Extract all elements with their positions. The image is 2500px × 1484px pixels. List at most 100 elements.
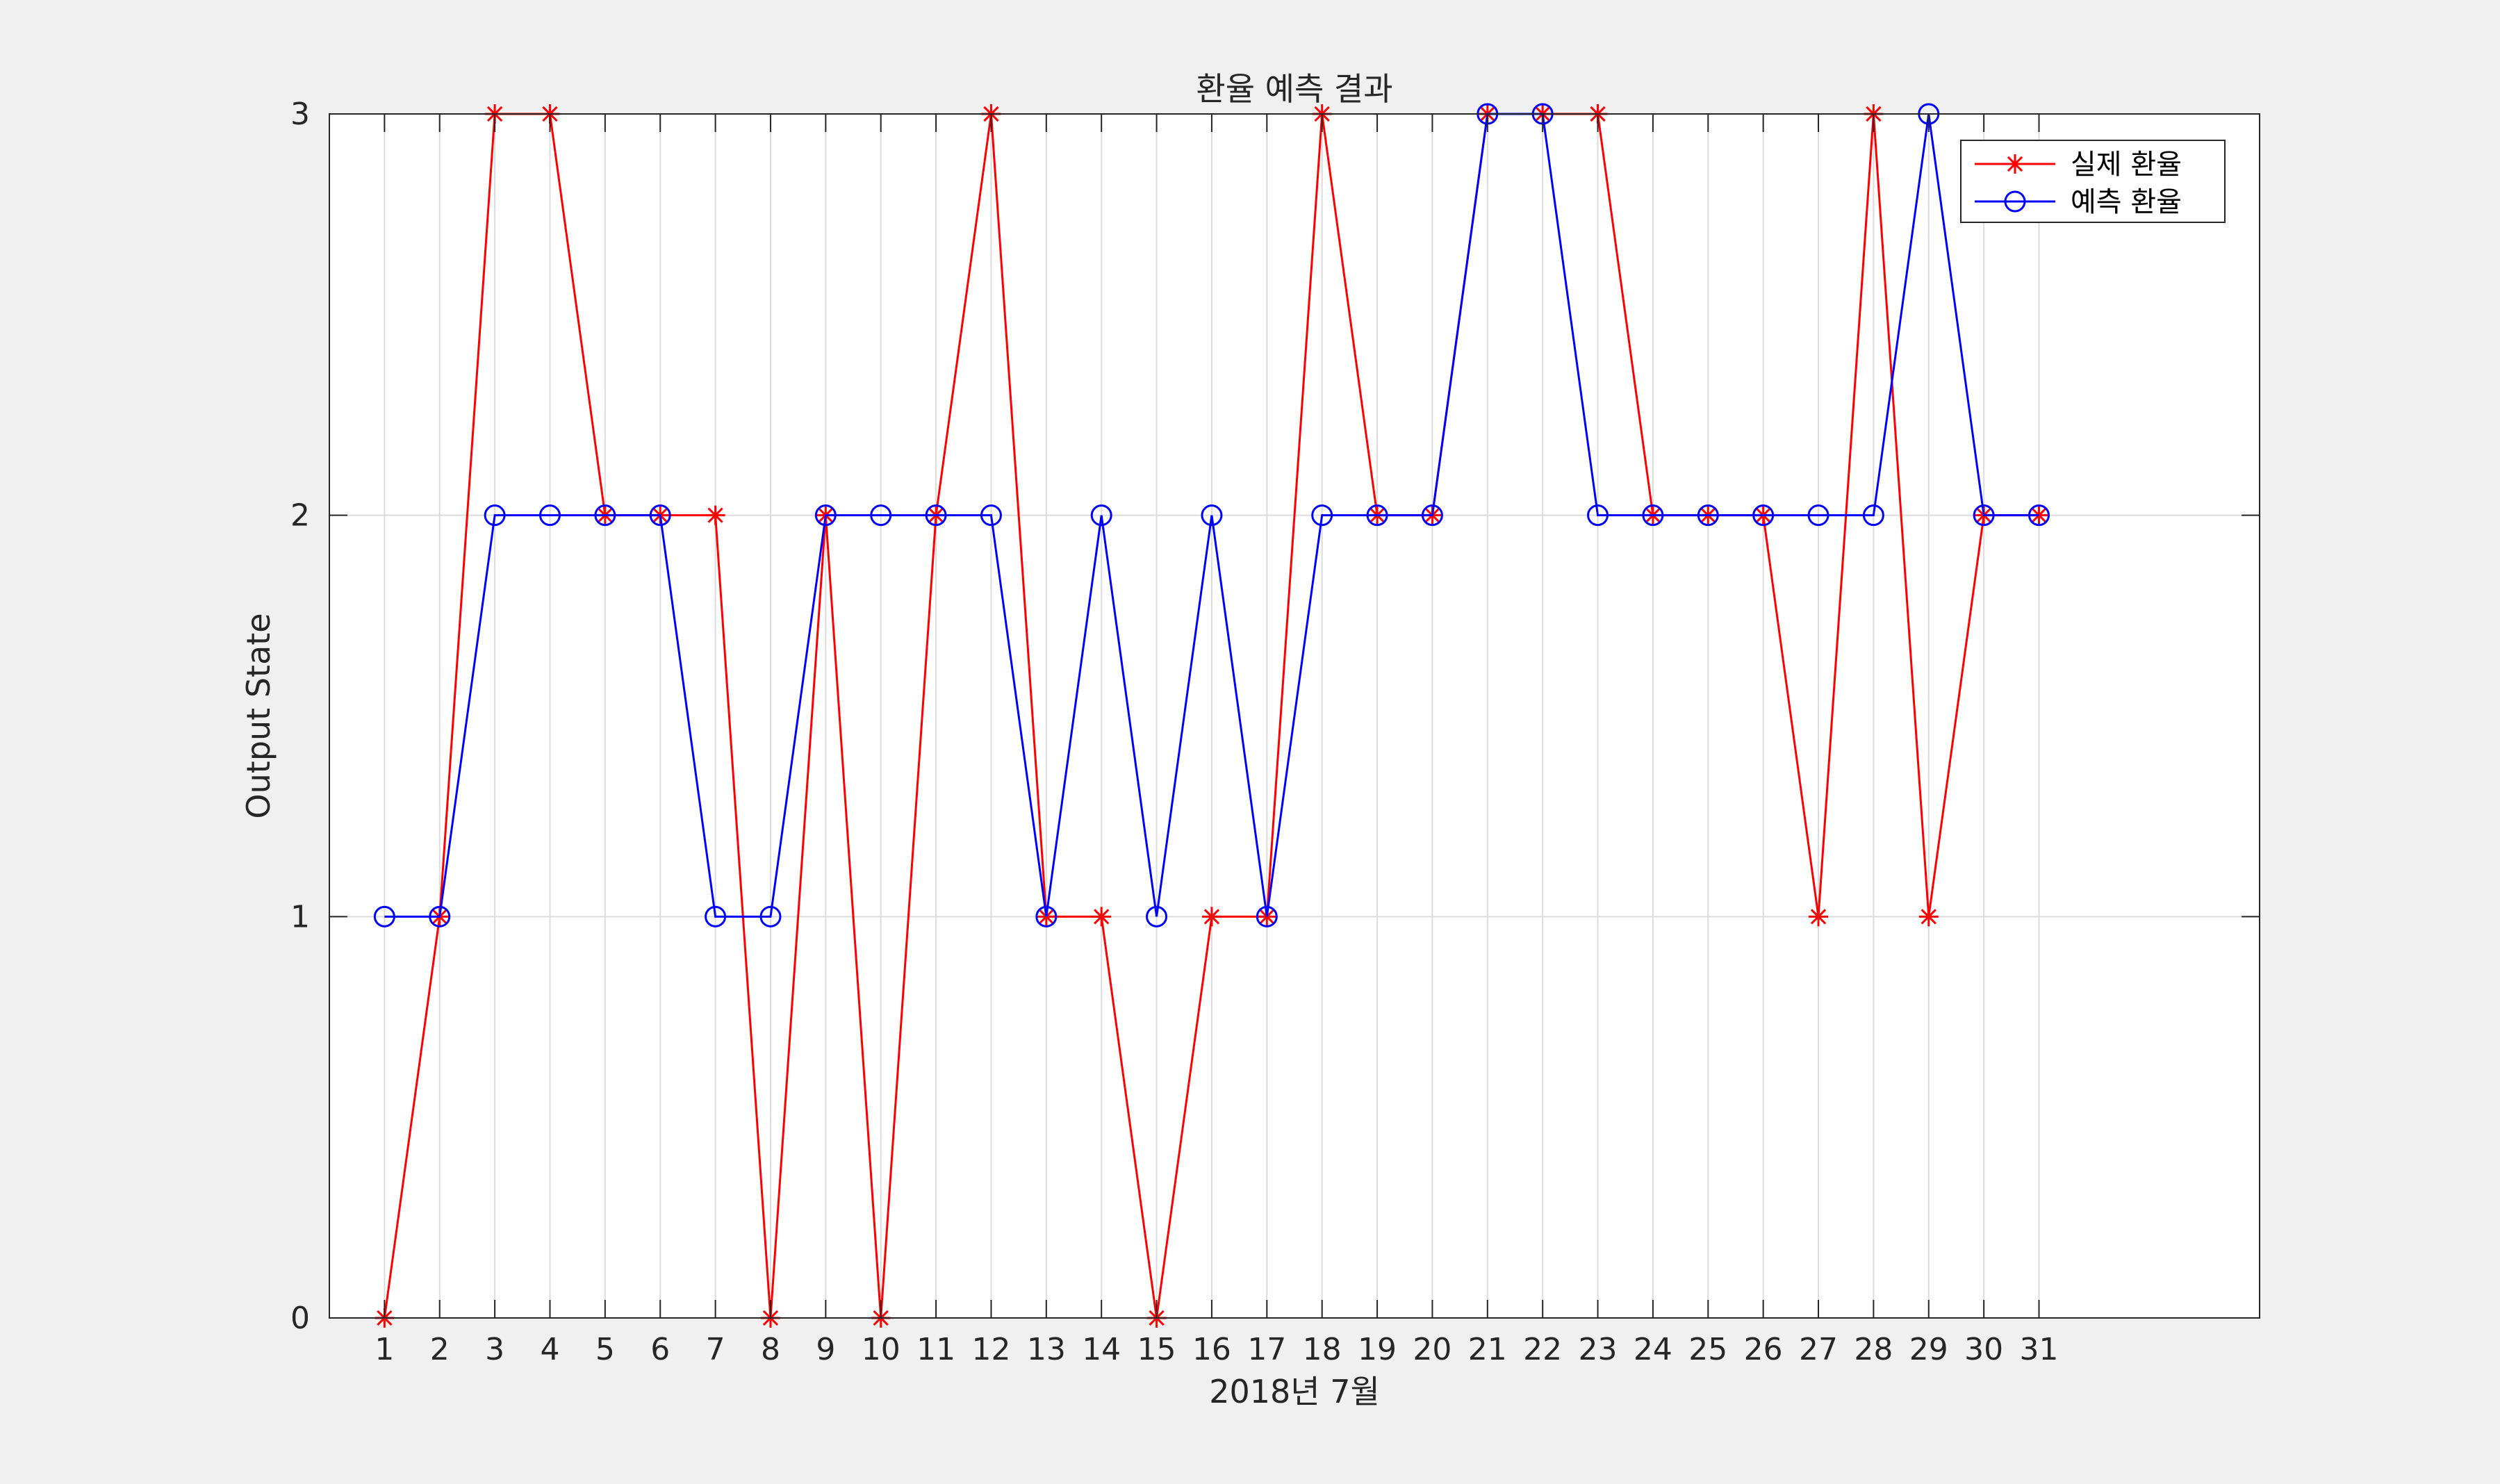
data-point-circle bbox=[1807, 504, 1829, 527]
x-tick-label: 3 bbox=[485, 1332, 504, 1367]
data-point-asterisk bbox=[705, 505, 725, 525]
legend-entry-predicted: 예측 환율 bbox=[1975, 186, 2182, 218]
circle-marker bbox=[980, 504, 1002, 527]
circle-marker bbox=[594, 504, 616, 527]
circle-marker bbox=[484, 504, 506, 527]
circle-marker bbox=[373, 905, 395, 928]
x-tick-label: 14 bbox=[1082, 1332, 1121, 1367]
data-point-circle bbox=[1201, 504, 1223, 527]
asterisk-stroke bbox=[1094, 909, 1110, 925]
legend-asterisk-marker bbox=[2005, 154, 2025, 174]
circle-marker bbox=[1090, 504, 1112, 527]
circle-marker bbox=[1256, 905, 1278, 928]
y-tick-labels: 0 1 2 3 bbox=[290, 97, 310, 1336]
legend-box bbox=[1960, 140, 2226, 223]
asterisk-stroke bbox=[1810, 909, 1827, 925]
x-tick-label: 23 bbox=[1579, 1332, 1618, 1367]
x-tick-label: 4 bbox=[540, 1332, 559, 1367]
circle-marker bbox=[870, 504, 892, 527]
x-tick-label: 12 bbox=[971, 1332, 1010, 1367]
y-tick-label: 2 bbox=[290, 498, 310, 534]
data-point-asterisk bbox=[1092, 907, 1112, 927]
data-point-circle bbox=[1587, 504, 1609, 527]
x-tick-label: 21 bbox=[1468, 1332, 1507, 1367]
x-tick-label: 1 bbox=[375, 1332, 394, 1367]
data-point-circle bbox=[1642, 504, 1664, 527]
x-tick-label: 15 bbox=[1137, 1332, 1176, 1367]
x-tick-label: 25 bbox=[1688, 1332, 1727, 1367]
data-point-circle bbox=[1311, 504, 1333, 527]
data-point-circle bbox=[1973, 504, 1995, 527]
data-point-circle bbox=[1256, 905, 1278, 928]
legend-label-predicted: 예측 환율 bbox=[2071, 186, 2182, 218]
x-tick-label: 9 bbox=[816, 1332, 835, 1367]
axes-box bbox=[329, 113, 2260, 1319]
y-axis-label: Output State bbox=[240, 613, 277, 818]
circle-marker bbox=[1587, 504, 1609, 527]
circle-marker bbox=[649, 504, 671, 527]
data-point-circle bbox=[925, 504, 947, 527]
x-tick-label: 28 bbox=[1854, 1332, 1893, 1367]
x-tick-labels: 1 2 3 4 5 6 7 8 9 10 11 12 13 14 15 16 17 18 19 20 21 22 23 24 2… bbox=[375, 1332, 2058, 1367]
series-line bbox=[384, 113, 2039, 918]
x-tick-label: 17 bbox=[1247, 1332, 1286, 1367]
asterisk-stroke bbox=[2007, 156, 2023, 172]
series-predicted bbox=[373, 103, 2050, 928]
x-tick-label: 13 bbox=[1027, 1332, 1066, 1367]
circle-marker bbox=[814, 504, 837, 527]
x-tick-label: 30 bbox=[1964, 1332, 2003, 1367]
circle-marker bbox=[1752, 504, 1775, 527]
data-point-circle bbox=[1697, 504, 1719, 527]
circle-marker bbox=[538, 504, 561, 527]
circle-marker bbox=[1146, 905, 1168, 928]
data-point-circle bbox=[759, 905, 782, 928]
data-point-asterisk bbox=[1201, 907, 1222, 927]
data-point-circle bbox=[1421, 504, 1443, 527]
circle-marker bbox=[1366, 504, 1388, 527]
data-point-circle bbox=[484, 504, 506, 527]
tick-marks bbox=[329, 113, 2260, 1319]
x-tick-label: 16 bbox=[1192, 1332, 1231, 1367]
x-tick-label: 29 bbox=[1909, 1332, 1948, 1367]
circle-marker bbox=[1973, 504, 1995, 527]
x-tick-label: 6 bbox=[650, 1332, 670, 1367]
data-point-circle bbox=[373, 905, 395, 928]
data-point-circle bbox=[1035, 905, 1058, 928]
y-tick-label: 3 bbox=[290, 97, 310, 132]
data-point-circle bbox=[1146, 905, 1168, 928]
x-tick-label: 8 bbox=[761, 1332, 780, 1367]
legend-circle-marker bbox=[2004, 190, 2026, 213]
circle-marker bbox=[925, 504, 947, 527]
data-point-circle bbox=[814, 504, 837, 527]
x-tick-label: 2 bbox=[430, 1332, 450, 1367]
x-tick-label: 27 bbox=[1799, 1332, 1838, 1367]
circle-marker bbox=[759, 905, 782, 928]
x-tick-label: 31 bbox=[2020, 1332, 2059, 1367]
legend-label-actual: 실제 환율 bbox=[2071, 149, 2182, 181]
data-point-circle bbox=[1752, 504, 1775, 527]
x-tick-label: 10 bbox=[862, 1332, 901, 1367]
chart-title: 환율 예측 결과 bbox=[1196, 70, 1392, 108]
legend-entry-actual: 실제 환율 bbox=[1975, 149, 2182, 181]
data-point-circle bbox=[1862, 504, 1884, 527]
x-tick-label: 20 bbox=[1413, 1332, 1452, 1367]
data-point-circle bbox=[2028, 504, 2050, 527]
x-tick-label: 19 bbox=[1358, 1332, 1397, 1367]
data-point-circle bbox=[705, 905, 727, 928]
asterisk-stroke bbox=[1203, 909, 1220, 925]
legend: 실제 환율 예측 환율 bbox=[1960, 140, 2226, 223]
circle-marker bbox=[2028, 504, 2050, 527]
x-tick-label: 7 bbox=[706, 1332, 725, 1367]
data-point-circle bbox=[980, 504, 1002, 527]
circle-marker bbox=[705, 905, 727, 928]
circle-marker bbox=[429, 905, 451, 928]
data-point-asterisk bbox=[1918, 907, 1939, 927]
y-tick-label: 1 bbox=[290, 899, 310, 934]
circle-marker bbox=[1421, 504, 1443, 527]
circle-marker bbox=[2004, 190, 2026, 213]
data-point-circle bbox=[649, 504, 671, 527]
circle-marker bbox=[1642, 504, 1664, 527]
circle-marker bbox=[1862, 504, 1884, 527]
